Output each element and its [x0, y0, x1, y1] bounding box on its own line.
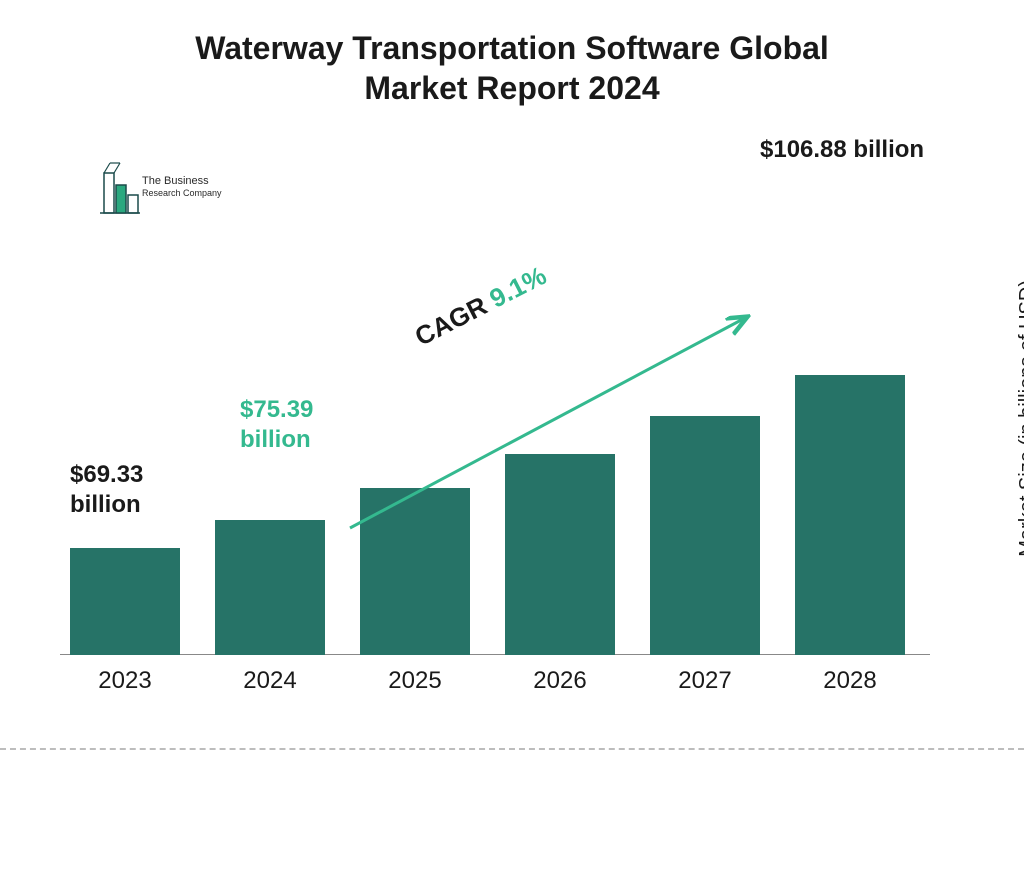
- value-annotation-2023: $69.33 billion: [70, 460, 143, 520]
- chart-area: 2023 2024 2025 2026 2027 2028: [60, 145, 930, 705]
- chart-title: Waterway Transportation Software Global …: [0, 0, 1024, 108]
- x-tick-label: 2028: [795, 667, 905, 695]
- x-tick-label: 2026: [505, 667, 615, 695]
- x-tick-label: 2025: [360, 667, 470, 695]
- value-annotation-2024: $75.39 billion: [240, 395, 313, 455]
- bar: [360, 488, 470, 655]
- x-tick-label: 2027: [650, 667, 760, 695]
- title-line-2: Market Report 2024: [364, 70, 659, 106]
- x-tick-label: 2023: [70, 667, 180, 695]
- x-tick-label: 2024: [215, 667, 325, 695]
- bar: [70, 548, 180, 655]
- title-line-1: Waterway Transportation Software Global: [195, 30, 829, 66]
- footer-divider: [0, 748, 1024, 750]
- logo-bars-icon: [100, 155, 140, 215]
- bar: [795, 375, 905, 655]
- logo-text: The Business Research Company: [142, 175, 222, 198]
- bar: [505, 454, 615, 655]
- y-axis-label: Market Size (in billions of USD): [1016, 280, 1024, 557]
- bar: [650, 416, 760, 655]
- value-annotation-2028: $106.88 billion: [760, 135, 924, 165]
- bar: [215, 520, 325, 655]
- company-logo: The Business Research Company: [100, 155, 260, 220]
